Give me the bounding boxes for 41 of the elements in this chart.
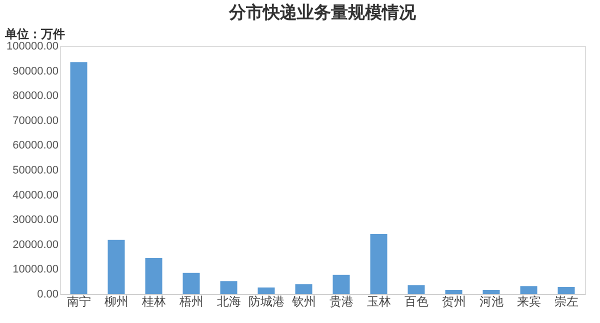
x-tick-label: 钦州 xyxy=(290,294,316,308)
bar xyxy=(370,234,388,294)
y-tick-label: 40000.00 xyxy=(12,189,58,202)
x-tick-label: 玉林 xyxy=(366,294,391,308)
x-tick-label: 贺州 xyxy=(442,294,466,308)
bar xyxy=(482,290,500,294)
bar xyxy=(445,290,462,294)
bar xyxy=(332,274,350,294)
x-tick-label: 河池 xyxy=(479,294,504,308)
bar xyxy=(182,272,200,294)
bar xyxy=(145,258,162,294)
text: 单位：万件 xyxy=(4,27,65,41)
x-tick-label: 百色 xyxy=(404,294,428,308)
y-tick-label: 80000.00 xyxy=(12,90,58,102)
y-tick-label: 100000.00 xyxy=(6,40,58,52)
x-tick-label: 梧州 xyxy=(178,294,204,308)
x-tick-label: 来宾 xyxy=(516,294,541,308)
y-tick-label: 30000.00 xyxy=(12,214,58,226)
bar xyxy=(108,240,125,294)
bar xyxy=(520,286,538,294)
y-tick-label: 50000.00 xyxy=(12,164,58,176)
x-tick-label: 防城港 xyxy=(248,294,284,308)
x-tick-label: 南宁 xyxy=(66,294,91,308)
chart-title: 分市快递业务量规模情况 xyxy=(228,3,417,23)
bar xyxy=(258,288,275,294)
bar xyxy=(220,281,238,294)
x-tick-label: 北海 xyxy=(216,294,241,308)
x-tick-label: 柳州 xyxy=(104,294,128,308)
bar xyxy=(558,287,575,294)
y-tick-label: 0.00 xyxy=(37,288,58,300)
bar xyxy=(295,284,312,294)
y-tick-label: 10000.00 xyxy=(12,264,58,276)
bar xyxy=(70,62,88,294)
x-tick-label: 崇左 xyxy=(554,294,578,308)
x-tick-label: 桂林 xyxy=(140,294,166,308)
bar xyxy=(408,285,425,294)
y-tick-label: 90000.00 xyxy=(12,65,58,78)
y-tick-label: 20000.00 xyxy=(12,238,58,251)
y-tick-label: 60000.00 xyxy=(12,140,58,152)
x-tick-label: 贵港 xyxy=(329,294,354,308)
y-tick-label: 70000.00 xyxy=(12,114,58,127)
